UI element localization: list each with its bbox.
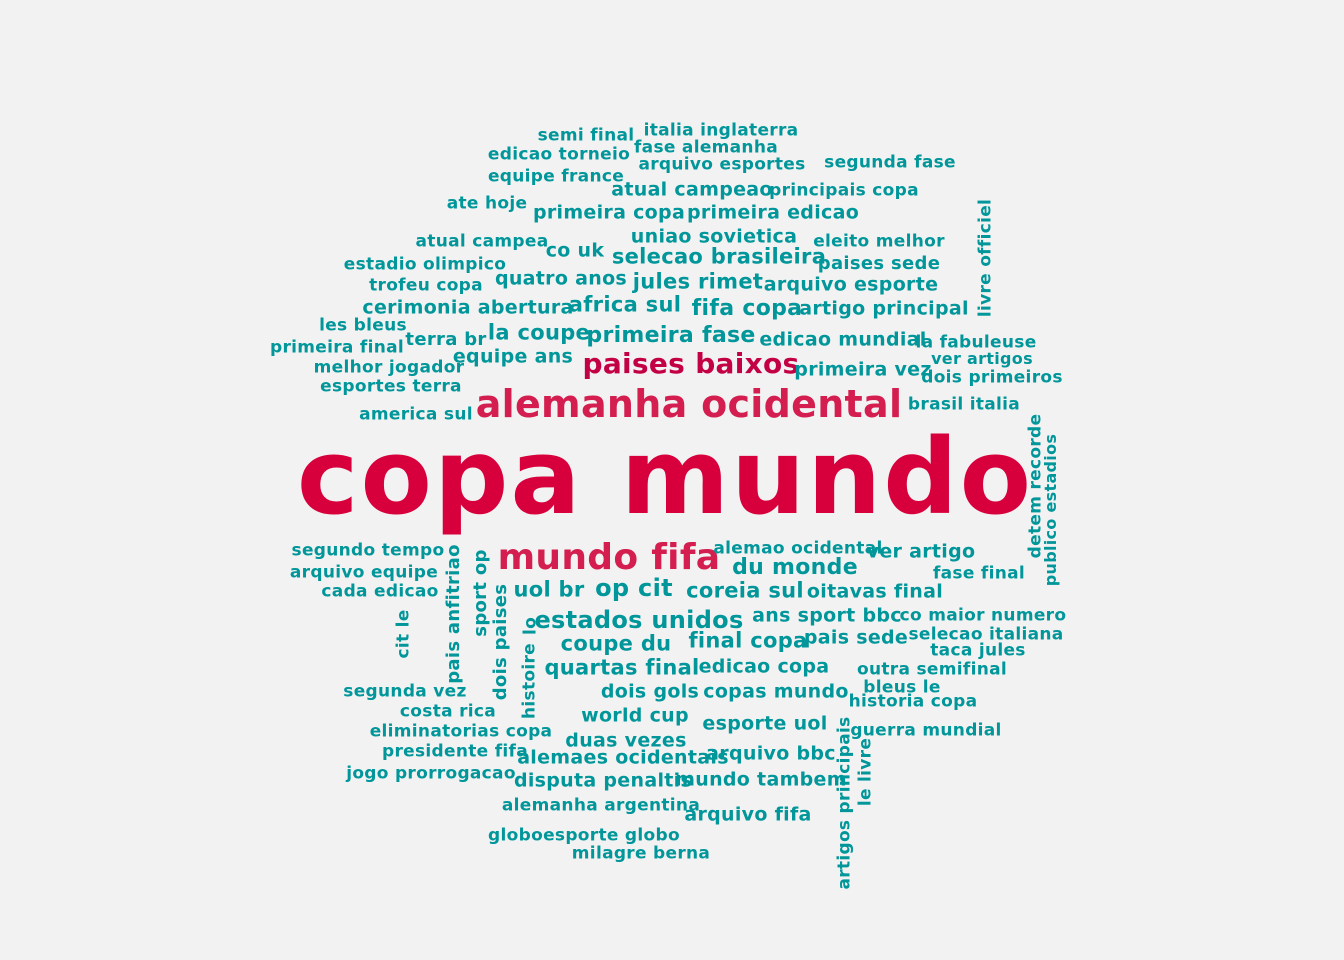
word: ate hoje xyxy=(446,193,528,214)
word: co maior numero xyxy=(899,605,1067,626)
word: segunda vez xyxy=(343,681,467,702)
word: pais anfitriao xyxy=(443,544,464,684)
word: publico estadios xyxy=(1041,433,1060,587)
word: copas mundo xyxy=(703,680,849,703)
word: primeira final xyxy=(269,337,405,358)
word: disputa penaltis xyxy=(513,769,693,792)
word: italia inglaterra xyxy=(643,120,799,141)
word: bleus le xyxy=(863,677,941,698)
word: alemanha ocidental xyxy=(475,382,903,426)
word: alemao ocidental xyxy=(713,538,883,559)
word: livre officiel xyxy=(975,198,996,318)
word: fifa copa xyxy=(691,296,803,321)
word: semi final xyxy=(537,125,635,146)
word: esportes terra xyxy=(320,376,462,397)
word: ver artigos xyxy=(931,349,1033,368)
word: segundo tempo xyxy=(291,540,445,561)
word: edicao copa xyxy=(698,655,830,678)
word: costa rica xyxy=(399,701,497,722)
word: du monde xyxy=(732,555,858,580)
word: coupe du xyxy=(560,631,672,656)
word: historia copa xyxy=(848,691,978,712)
word: mundo tambem xyxy=(675,768,847,791)
word: edicao mundial xyxy=(759,328,927,351)
word: cerimonia abertura xyxy=(362,296,574,319)
word: alemaes ocidentais xyxy=(517,746,729,769)
word: arquivo bbc xyxy=(706,742,836,765)
word: melhor jogador xyxy=(313,357,465,378)
word: milagre berna xyxy=(571,843,711,864)
word: fase final xyxy=(932,563,1026,584)
word: artigos principais xyxy=(834,716,855,890)
word: histoire xyxy=(519,643,540,719)
word: coreia sul xyxy=(686,578,804,603)
word: primeira vez xyxy=(794,358,932,381)
word: fase alemanha xyxy=(633,137,779,158)
word: paises sede xyxy=(817,253,941,274)
word: uniao sovietica xyxy=(630,225,798,248)
word: alemanha argentina xyxy=(501,795,701,816)
word: dois gols xyxy=(600,680,700,703)
word: terra br xyxy=(405,329,487,350)
word: mundo fifa xyxy=(497,537,721,578)
word: la fabuleuse xyxy=(915,332,1037,353)
word: selecao italiana xyxy=(908,624,1064,645)
word: estadio olimpico xyxy=(343,254,507,275)
word: oitavas final xyxy=(806,580,944,603)
word: dois primeiros xyxy=(921,367,1063,388)
word: atual campea xyxy=(415,231,549,252)
word: jules rimet xyxy=(632,269,764,294)
word: duas vezes xyxy=(565,729,687,752)
word: eliminatorias copa xyxy=(369,721,553,742)
word: op cit xyxy=(595,574,673,602)
word: arquivo esporte xyxy=(763,273,939,296)
word: primeira edicao xyxy=(686,201,860,224)
word: jogo prorrogacao xyxy=(346,763,516,784)
word: ver artigo xyxy=(866,540,976,563)
word: arquivo equipe xyxy=(289,562,439,583)
word: cit le xyxy=(393,609,414,659)
word: atual campeao xyxy=(611,178,773,201)
word: cada edicao xyxy=(321,581,439,602)
word: eleito melhor xyxy=(813,231,945,252)
word: outra semifinal xyxy=(857,659,1007,680)
word: presidente fifa xyxy=(382,741,528,762)
word: les bleus xyxy=(319,315,407,336)
word: final copa xyxy=(688,628,808,653)
word: esporte uol xyxy=(702,712,828,735)
word: globoesporte globo xyxy=(488,825,680,846)
word: copa mundo xyxy=(296,416,1034,538)
word: artigo principal xyxy=(799,297,969,320)
word: quartas final xyxy=(544,655,700,680)
word: la coupe xyxy=(487,320,591,345)
word: dois paises xyxy=(490,583,511,701)
word: estados unidos xyxy=(534,606,744,634)
word: brasil italia xyxy=(907,394,1021,415)
word: primeira fase xyxy=(586,323,756,348)
word: trofeu copa xyxy=(369,275,483,296)
word: arquivo fifa xyxy=(684,803,812,826)
word: quatro anos xyxy=(494,267,628,290)
word: ans sport bbc xyxy=(752,604,902,627)
word: co uk xyxy=(545,239,605,262)
word: paises baixos xyxy=(582,347,800,380)
word: equipe france xyxy=(487,166,625,187)
word: guerra mundial xyxy=(850,720,1002,741)
word: primeira copa xyxy=(532,201,686,224)
word: america sul xyxy=(359,404,473,425)
word: world cup xyxy=(581,704,689,727)
word: sport op xyxy=(470,549,491,637)
word: uol br xyxy=(513,577,585,602)
word: arquivo esportes xyxy=(638,154,806,175)
word: equipe ans xyxy=(452,345,574,368)
word: selecao brasileira xyxy=(611,244,827,269)
word: le livre xyxy=(855,737,876,807)
word: principais copa xyxy=(769,180,919,201)
word: africa sul xyxy=(568,292,682,317)
word: segunda fase xyxy=(824,152,956,173)
word: taca jules xyxy=(930,640,1026,661)
word: pais sede xyxy=(803,626,909,649)
word: edicao torneio xyxy=(487,144,631,165)
